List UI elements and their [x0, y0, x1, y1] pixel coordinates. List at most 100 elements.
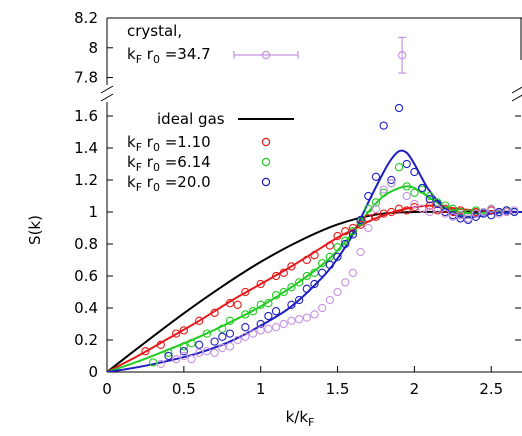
point-r110	[225, 299, 235, 308]
y-tick-label: 1.4	[74, 139, 98, 157]
axis-break-left	[100, 85, 114, 94]
point-r110	[371, 212, 381, 221]
legend-lower: ideal gas kF r0 =1.10 kF r0 =6.14 kF r0 …	[127, 110, 294, 194]
legend-ideal-label: ideal gas	[157, 110, 225, 128]
point-r614	[218, 324, 227, 333]
point-crystal	[248, 329, 258, 338]
y-tick-label: 0.4	[74, 299, 98, 317]
point-r200	[256, 319, 265, 329]
point-r614	[164, 348, 173, 357]
point-crystal	[448, 212, 457, 221]
point-crystal	[264, 324, 273, 333]
point-r110	[379, 209, 388, 218]
point-r110	[195, 316, 204, 325]
point-r200	[387, 175, 396, 185]
point-r614	[425, 191, 434, 201]
point-r110	[256, 279, 265, 289]
point-r110	[425, 201, 434, 210]
point-r110	[233, 300, 242, 309]
point-crystal	[341, 278, 350, 287]
point-r200	[195, 340, 204, 349]
point-crystal	[456, 211, 465, 220]
point-crystal	[310, 310, 319, 319]
point-crystal	[464, 214, 473, 223]
point-r614	[348, 227, 358, 236]
point-crystal	[225, 342, 235, 351]
point-r200	[164, 351, 173, 361]
y-tick-label: 1	[88, 203, 98, 221]
y-tick-label-upper: 8	[88, 39, 98, 57]
point-r110	[348, 223, 358, 233]
point-r614	[333, 243, 342, 252]
point-crystal	[510, 206, 519, 215]
point-r200	[364, 191, 373, 201]
point-crystal	[210, 348, 219, 357]
point-r110	[172, 329, 181, 338]
point-crystal	[494, 209, 504, 218]
point-crystal	[356, 247, 365, 257]
point-r200	[356, 215, 365, 225]
point-r200	[218, 332, 227, 341]
point-crystal	[233, 335, 242, 345]
y-tick-label: 1.2	[74, 171, 98, 189]
point-crystal	[241, 332, 250, 341]
point-crystal	[379, 185, 388, 194]
point-r200	[287, 300, 296, 309]
point-r614	[179, 342, 189, 351]
point-r200	[333, 252, 342, 261]
axis-break-right-2	[511, 94, 522, 102]
point-r200	[341, 239, 350, 249]
point-r614	[248, 307, 258, 316]
point-r614	[202, 329, 212, 338]
point-r614	[302, 271, 311, 281]
point-r614	[471, 206, 481, 215]
legend-r200-marker	[261, 177, 271, 187]
point-crystal	[364, 223, 373, 233]
point-r200	[294, 295, 304, 305]
point-crystal	[202, 347, 212, 356]
point-crystal	[195, 348, 204, 357]
point-r614	[379, 188, 388, 197]
point-crystal	[471, 209, 481, 218]
point-crystal	[325, 295, 335, 305]
point-r614	[187, 339, 196, 348]
point-r614	[394, 163, 404, 172]
point-r614	[402, 182, 411, 191]
legend-crystal-line1: crystal,	[127, 22, 182, 40]
point-r200	[487, 211, 496, 220]
point-crystal	[256, 326, 265, 335]
point-crystal	[218, 343, 227, 353]
point-r110	[179, 326, 189, 335]
point-r614	[440, 201, 450, 210]
point-r200	[325, 260, 335, 269]
y-tick-label: 0.2	[74, 331, 98, 349]
point-crystal	[425, 207, 434, 217]
point-r614	[279, 287, 288, 297]
crystal-upper-point	[397, 36, 407, 74]
point-r200	[417, 183, 427, 193]
y-tick-label: 0	[88, 363, 98, 381]
point-r200	[425, 195, 434, 204]
point-crystal	[172, 355, 181, 364]
point-r614	[264, 299, 273, 308]
point-crystal	[487, 204, 496, 213]
point-crystal	[279, 319, 288, 329]
point-r110	[241, 287, 250, 297]
legend-r110-marker	[261, 137, 271, 147]
point-crystal	[287, 316, 296, 325]
point-r200	[471, 212, 481, 221]
point-r614	[341, 236, 350, 245]
point-r110	[156, 340, 165, 349]
point-r200	[410, 167, 419, 177]
point-crystal	[318, 303, 327, 313]
point-crystal	[440, 209, 450, 218]
point-r110	[279, 268, 288, 277]
axis-break-right	[511, 86, 522, 94]
point-crystal	[294, 315, 304, 324]
point-r110	[325, 241, 335, 250]
point-r200	[271, 307, 281, 316]
legend-crystal-line2: kF r0 =34.7	[127, 45, 211, 66]
point-crystal	[502, 207, 511, 217]
legend-upper: crystal, kF r0 =34.7	[127, 22, 299, 66]
legend-crystal-marker	[261, 50, 271, 60]
